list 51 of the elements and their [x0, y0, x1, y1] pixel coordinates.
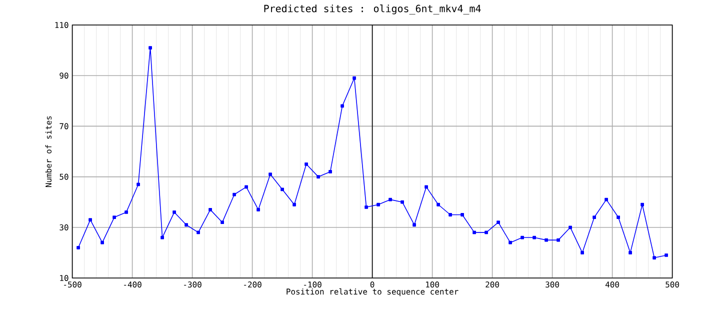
point — [484, 230, 488, 234]
point — [160, 236, 164, 240]
point — [340, 104, 344, 108]
point — [136, 182, 140, 186]
point — [496, 220, 500, 224]
point — [304, 162, 308, 166]
point — [436, 202, 440, 206]
point — [460, 213, 464, 216]
point — [328, 170, 332, 174]
point — [544, 238, 548, 242]
point — [592, 216, 596, 219]
point — [112, 216, 116, 219]
point — [508, 240, 512, 244]
point — [232, 192, 236, 196]
point — [604, 198, 608, 202]
point — [520, 236, 524, 240]
point — [76, 246, 80, 250]
point — [388, 198, 392, 202]
point — [412, 223, 416, 227]
point — [472, 230, 476, 234]
point — [316, 175, 320, 178]
point — [268, 172, 272, 176]
point — [220, 220, 224, 224]
point — [376, 202, 380, 206]
point — [256, 208, 260, 212]
point — [100, 240, 104, 244]
point — [580, 251, 584, 254]
point — [400, 200, 404, 204]
point — [292, 202, 296, 206]
point — [424, 185, 428, 189]
point — [532, 236, 536, 240]
point — [568, 226, 572, 230]
point — [244, 185, 248, 189]
point — [124, 210, 128, 214]
point — [448, 213, 452, 216]
chart-title: Predicted sites : oligos_6nt_mkv4_m4 — [264, 4, 481, 14]
point — [556, 238, 560, 242]
point — [616, 216, 620, 219]
point — [196, 230, 200, 234]
point — [640, 202, 644, 206]
point — [652, 256, 656, 260]
point — [628, 251, 632, 254]
point — [208, 208, 212, 212]
point — [364, 205, 368, 209]
point — [172, 210, 176, 214]
point — [88, 218, 92, 222]
point — [280, 188, 284, 192]
point — [184, 223, 188, 227]
point — [352, 76, 356, 80]
point — [148, 46, 152, 50]
point — [664, 254, 668, 257]
